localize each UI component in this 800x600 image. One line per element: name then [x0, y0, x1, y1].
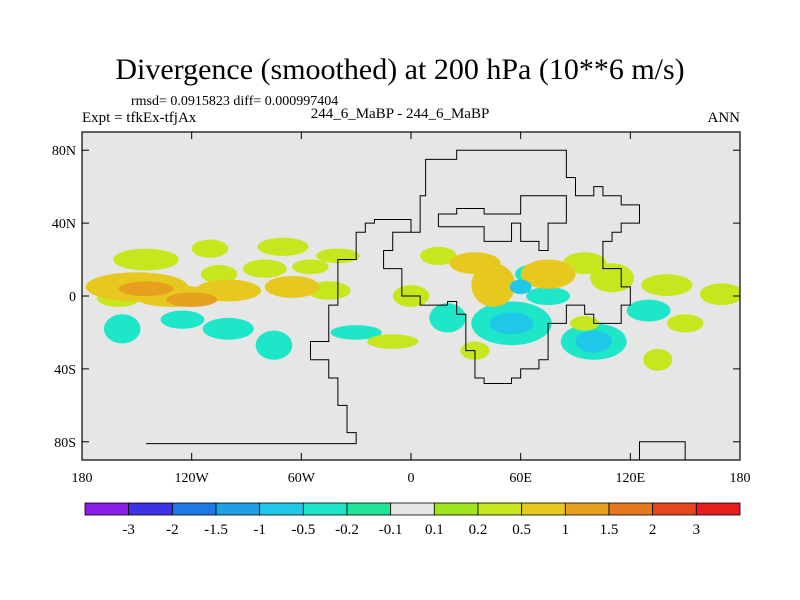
colorbar-label: -1.5 — [204, 522, 228, 538]
colorbar-label: -3 — [122, 522, 135, 538]
divergence-contour — [292, 259, 329, 275]
colorbar-box — [302, 502, 348, 516]
divergence-contour — [160, 310, 205, 329]
colorbar-box — [171, 502, 217, 516]
divergence-contour — [471, 263, 516, 307]
divergence-contour — [526, 286, 571, 306]
y-tick-label: 80S — [54, 436, 76, 451]
continent-outline — [437, 195, 567, 251]
divergence-contour — [509, 279, 532, 295]
colorbar-box — [695, 502, 741, 516]
colorbar-label: 1.5 — [600, 522, 619, 538]
colorbar-box — [521, 502, 566, 516]
colorbar-box — [564, 502, 610, 516]
continent-outline — [145, 149, 640, 445]
x-tick-label: 180 — [72, 471, 93, 486]
divergence-contour — [590, 263, 634, 293]
experiment-label: Expt = tfkEx-tfjAx — [82, 110, 197, 126]
colorbar-box — [433, 502, 479, 516]
colorbar-label: -0.2 — [335, 522, 359, 538]
divergence-contour — [367, 334, 419, 349]
divergence-contour — [520, 259, 576, 289]
divergence-contour — [200, 265, 238, 284]
cases-label: 244_6_MaBP - 244_6_MaBP — [310, 106, 490, 122]
divergence-contour — [255, 330, 293, 360]
continent-layer — [145, 149, 686, 460]
divergence-contour — [166, 292, 218, 307]
divergence-contour — [626, 299, 671, 322]
field-layer — [85, 237, 740, 371]
y-tick-label: 0 — [69, 290, 76, 305]
divergence-contour — [103, 314, 141, 344]
colorbar-label: 0.5 — [512, 522, 531, 538]
x-tick-label: 120W — [175, 471, 210, 486]
divergence-contour — [699, 283, 740, 306]
divergence-contour — [242, 259, 287, 278]
colorbar-label: 0.1 — [425, 522, 444, 538]
colorbar-box — [128, 502, 173, 516]
divergence-contour — [570, 316, 600, 331]
y-tick-label: 40N — [52, 217, 76, 232]
colorbar-box — [346, 502, 392, 516]
season-label: ANN — [707, 110, 741, 126]
divergence-contour — [257, 237, 309, 256]
divergence-contour — [202, 317, 254, 340]
divergence-contour — [264, 275, 320, 298]
divergence-contour — [113, 248, 179, 271]
divergence-contour — [429, 303, 466, 333]
divergence-contour — [643, 348, 673, 371]
divergence-contour — [641, 274, 693, 297]
colorbar-box — [477, 502, 523, 516]
divergence-contour — [330, 325, 382, 340]
colorbar-label: -0.5 — [291, 522, 315, 538]
x-tick-label: 60E — [509, 471, 532, 486]
colorbar-label: 3 — [693, 522, 701, 538]
colorbar-label: 2 — [649, 522, 657, 538]
divergence-contour — [420, 246, 457, 266]
stats-line: rmsd= 0.0915823 diff= 0.000997404 — [131, 94, 339, 109]
x-tick-label: 180 — [730, 471, 751, 486]
divergence-contour — [666, 314, 704, 333]
colorbar-box — [84, 502, 130, 516]
chart-title: Divergence (smoothed) at 200 hPa (10**6 … — [115, 53, 685, 86]
x-tick-label: 120E — [616, 471, 646, 486]
colorbar-label: -2 — [166, 522, 179, 538]
x-tick-label: 60W — [288, 471, 316, 486]
y-tick-label: 40S — [54, 363, 76, 378]
colorbar-label: 1 — [562, 522, 570, 538]
divergence-contour — [118, 281, 174, 297]
divergence-contour — [575, 330, 613, 353]
colorbar-box — [608, 502, 654, 516]
colorbar-box — [390, 502, 435, 516]
colorbar-label: -0.1 — [379, 522, 403, 538]
colorbar-label: 0.2 — [469, 522, 488, 538]
colorbar-box — [215, 502, 261, 516]
continent-outline — [638, 441, 686, 460]
divergence-contour — [489, 312, 534, 335]
x-tick-label: 0 — [408, 471, 415, 486]
colorbar-box — [652, 502, 697, 516]
colorbar-box — [259, 502, 304, 516]
divergence-contour — [191, 239, 229, 258]
y-tick-label: 80N — [52, 144, 76, 159]
colorbar-label: -1 — [253, 522, 266, 538]
divergence-contour — [449, 252, 501, 275]
